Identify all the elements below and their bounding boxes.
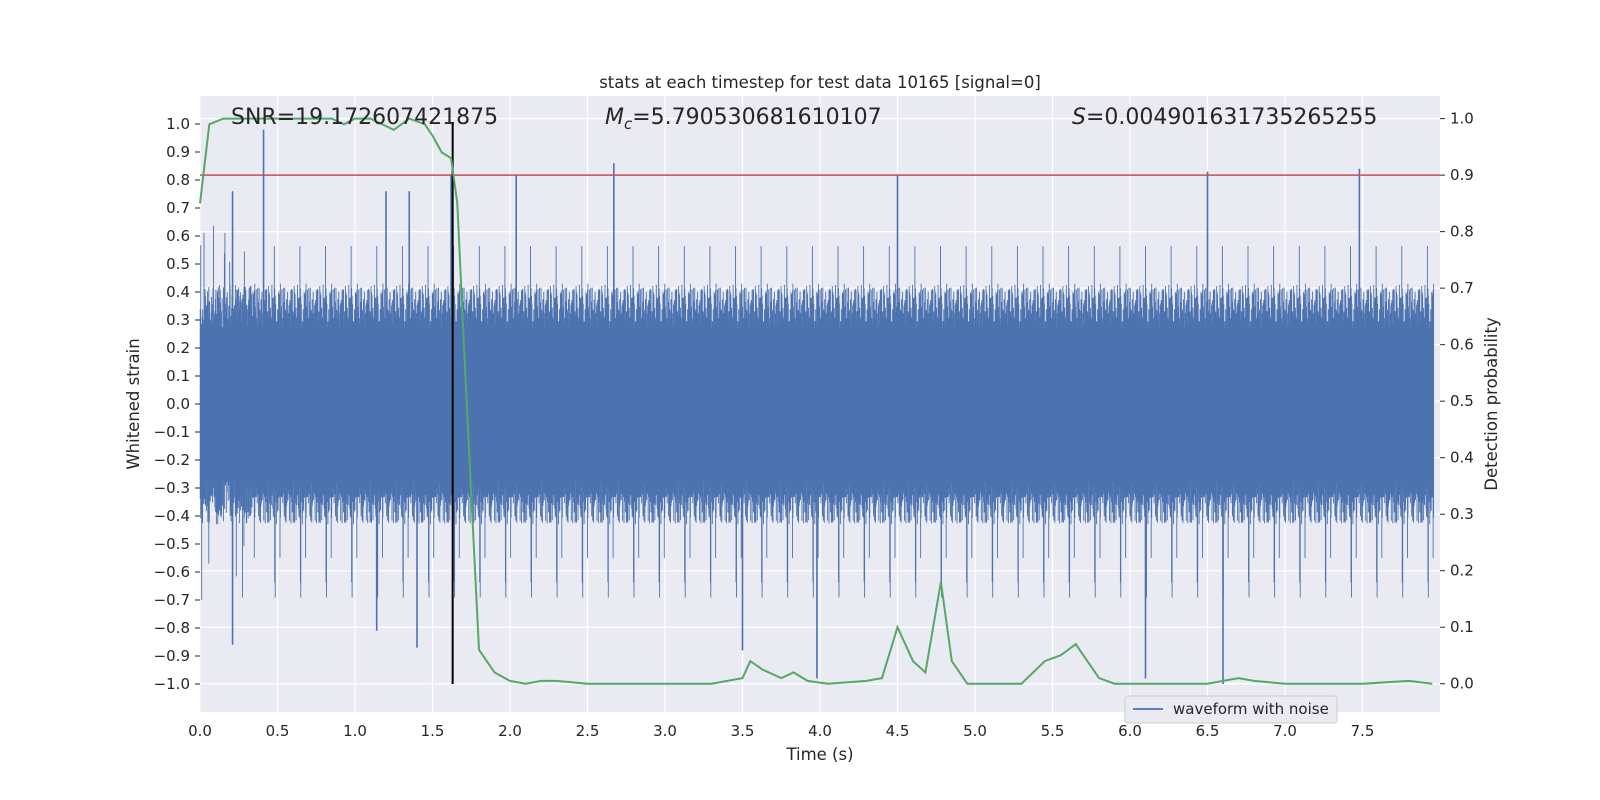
y-left-tick-label: −0.2 — [154, 451, 190, 469]
y-left-tick-label: 0.3 — [166, 311, 190, 329]
y-left-axis-label: Whitened strain — [124, 338, 143, 469]
legend-label: waveform with noise — [1173, 700, 1329, 718]
y-left-tick-label: 0.7 — [166, 199, 190, 217]
y-left-tick-label: 0.9 — [166, 143, 190, 161]
y-left-tick-label: 0.6 — [166, 227, 190, 245]
y-right-tick-label: 1.0 — [1450, 110, 1474, 128]
y-right-tick-label: 0.9 — [1450, 166, 1474, 184]
y-left-tick-label: 0.4 — [166, 283, 190, 301]
y-left-tick-label: −0.8 — [154, 619, 190, 637]
legend-box — [1124, 695, 1338, 724]
s-value: =0.004901631735265255 — [1086, 105, 1377, 130]
y-left-tick-label: −0.5 — [154, 535, 190, 553]
x-tick-label: 3.5 — [731, 722, 755, 740]
y-right-tick-label: 0.5 — [1450, 392, 1474, 410]
x-axis-ticks: 0.0 0.5 1.0 1.5 2.0 2.5 3.0 3.5 4.0 4.5 5.0 5.5 6.0 6… — [188, 722, 1374, 740]
x-tick-label: 1.0 — [343, 722, 367, 740]
mc-subscript: c — [624, 115, 633, 133]
x-tick-label: 5.5 — [1041, 722, 1065, 740]
legend: waveform with noise — [1124, 695, 1338, 724]
y-right-tick-label: 0.4 — [1450, 449, 1474, 467]
x-tick-label: 4.0 — [808, 722, 832, 740]
y-left-tick-label: −0.4 — [154, 507, 190, 525]
y-right-tick-label: 0.3 — [1450, 505, 1474, 523]
y-right-axis-ticks: 1.0 0.9 0.8 0.7 0.6 0.5 0.4 0.3 0.2 0.1 0.0 — [1440, 110, 1474, 693]
s-symbol: S — [1072, 105, 1086, 130]
x-tick-label: 1.5 — [421, 722, 445, 740]
x-axis-label: Time (s) — [785, 745, 853, 764]
y-left-tick-label: −0.9 — [154, 647, 190, 665]
y-left-tick-label: 1.0 — [166, 115, 190, 133]
y-right-tick-label: 0.1 — [1450, 618, 1474, 636]
x-tick-label: 7.0 — [1273, 722, 1297, 740]
y-left-tick-label: 0.2 — [166, 339, 190, 357]
snr-annotation: SNR=19.172607421875 — [231, 105, 498, 130]
y-left-tick-label: −0.1 — [154, 423, 190, 441]
y-right-tick-label: 0.2 — [1450, 562, 1474, 580]
y-left-tick-label: −0.6 — [154, 563, 190, 581]
chirp-mass-annotation: Mc=5.790530681610107 — [605, 105, 882, 133]
y-right-axis-label: Detection probability — [1482, 317, 1501, 491]
x-tick-label: 0.5 — [266, 722, 290, 740]
x-tick-label: 6.0 — [1118, 722, 1142, 740]
x-tick-label: 4.5 — [886, 722, 910, 740]
x-tick-label: 0.0 — [188, 722, 212, 740]
mc-value: =5.790530681610107 — [632, 105, 881, 130]
mc-symbol: M — [605, 105, 624, 130]
y-left-axis-ticks: 1.0 0.9 0.8 0.7 0.6 0.5 0.4 0.3 0.2 0.1 0.0 −0.1 −0.… — [154, 115, 200, 693]
y-right-tick-label: 0.8 — [1450, 223, 1474, 241]
y-right-tick-label: 0.7 — [1450, 279, 1474, 297]
y-left-tick-label: −0.7 — [154, 591, 190, 609]
x-tick-label: 7.5 — [1351, 722, 1375, 740]
waveform-noise-path — [199, 225, 1435, 600]
y-left-tick-label: 0.5 — [166, 255, 190, 273]
x-tick-label: 2.5 — [576, 722, 600, 740]
s-annotation: S=0.004901631735265255 — [1072, 105, 1377, 130]
y-left-tick-label: −1.0 — [154, 675, 190, 693]
x-tick-label: 5.0 — [963, 722, 987, 740]
x-tick-label: 2.0 — [498, 722, 522, 740]
y-left-tick-label: 0.8 — [166, 171, 190, 189]
chart-title: stats at each timestep for test data 101… — [599, 73, 1041, 92]
y-left-tick-label: 0.0 — [166, 395, 190, 413]
y-right-tick-label: 0.6 — [1450, 336, 1474, 354]
y-left-tick-label: 0.1 — [166, 367, 190, 385]
y-right-tick-label: 0.0 — [1450, 675, 1474, 693]
y-left-tick-label: −0.3 — [154, 479, 190, 497]
x-tick-label: 3.0 — [653, 722, 677, 740]
detection-probability-line — [199, 117, 1433, 685]
x-tick-label: 6.5 — [1196, 722, 1220, 740]
